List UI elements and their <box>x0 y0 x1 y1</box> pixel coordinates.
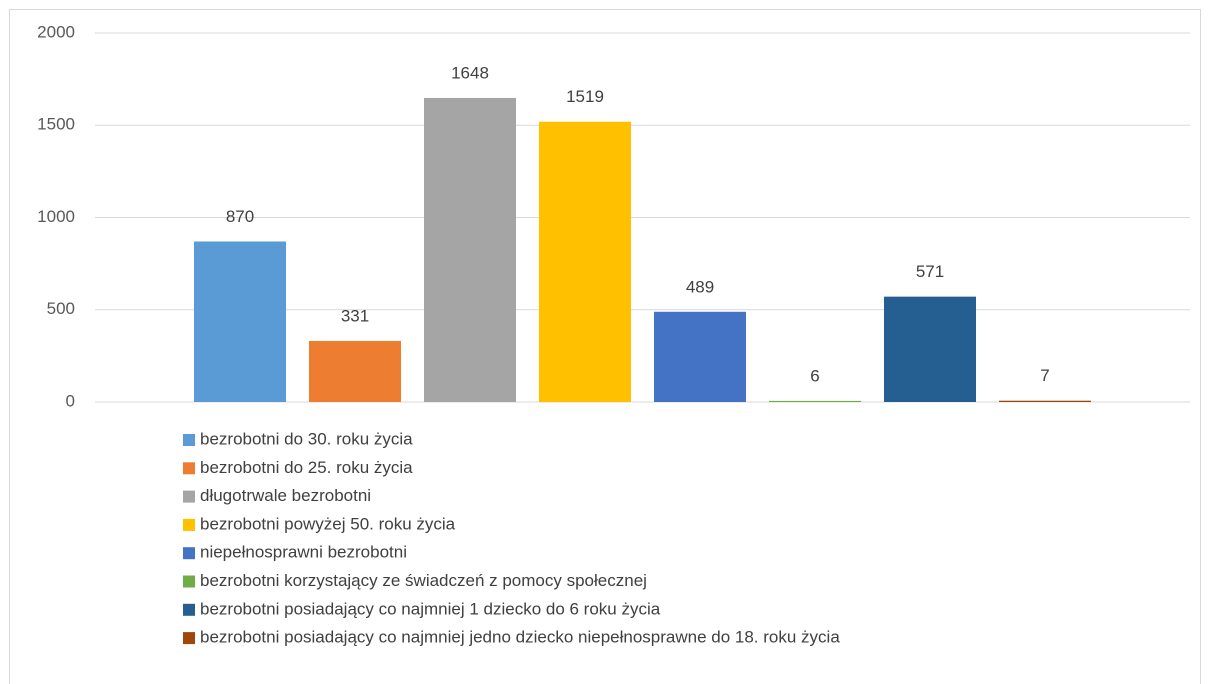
legend-label: bezrobotni posiadający co najmniej 1 dzi… <box>200 599 661 618</box>
bar <box>769 400 861 402</box>
data-label: 1648 <box>451 63 489 82</box>
data-label: 870 <box>226 207 254 226</box>
data-label: 571 <box>916 262 944 281</box>
legend-label: długotrwale bezrobotni <box>200 486 371 505</box>
legend-swatch <box>183 547 195 560</box>
data-label: 6 <box>810 366 819 385</box>
legend-label: bezrobotni do 30. roku życia <box>200 429 413 448</box>
legend-label: bezrobotni posiadający co najmniej jedno… <box>200 628 840 647</box>
legend-swatch <box>183 462 195 475</box>
bar <box>654 311 746 402</box>
legend-swatch <box>183 518 195 531</box>
bar <box>999 400 1091 402</box>
bar <box>194 241 286 402</box>
legend-label: niepełnosprawni bezrobotni <box>200 543 407 562</box>
bar <box>539 121 631 402</box>
data-label: 7 <box>1040 366 1049 385</box>
y-tick-label: 2000 <box>37 22 75 41</box>
data-label: 489 <box>686 277 714 296</box>
legend-label: bezrobotni powyżej 50. roku życia <box>200 514 456 533</box>
bar <box>309 340 401 402</box>
data-label: 1519 <box>566 87 604 106</box>
y-tick-label: 0 <box>66 391 75 410</box>
legend-swatch <box>183 575 195 588</box>
legend-swatch <box>183 632 195 645</box>
y-tick-label: 1000 <box>37 207 75 226</box>
bar <box>424 97 516 402</box>
y-tick-label: 500 <box>47 299 75 318</box>
legend-label: bezrobotni korzystający ze świadczeń z p… <box>200 571 647 590</box>
data-label: 331 <box>341 306 369 325</box>
y-tick-label: 1500 <box>37 115 75 134</box>
legend-swatch <box>183 603 195 616</box>
chart-frame <box>9 9 1201 684</box>
legend-label: bezrobotni do 25. roku życia <box>200 458 413 477</box>
legend-swatch <box>183 490 195 503</box>
bar <box>884 296 976 402</box>
legend-swatch <box>183 434 195 446</box>
